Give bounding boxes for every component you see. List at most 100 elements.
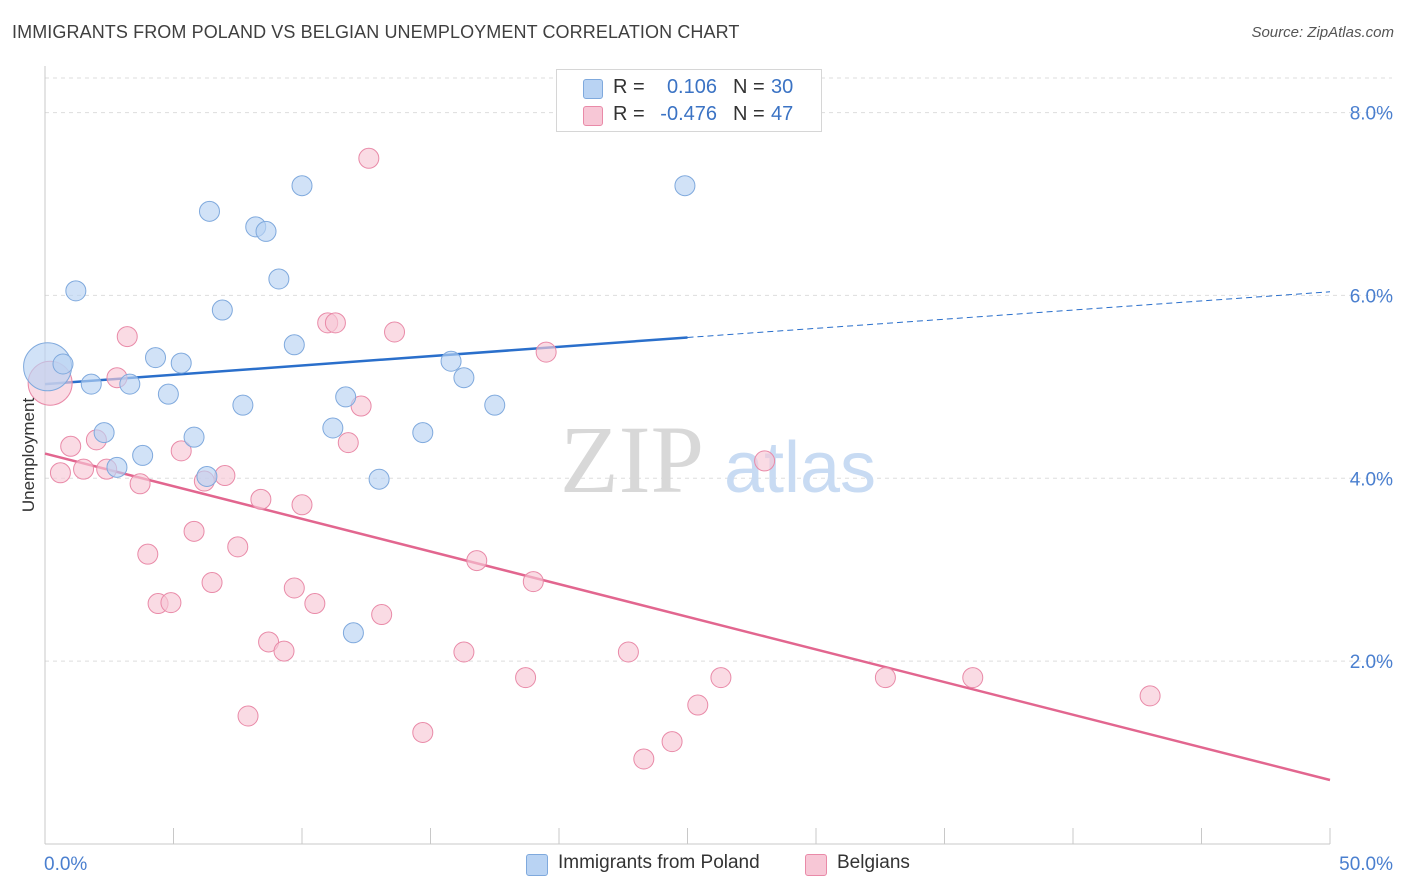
point-belgians: [358, 147, 380, 169]
point-poland: [412, 422, 434, 444]
point-poland: [170, 352, 192, 374]
point-poland: [106, 456, 128, 478]
point-belgians: [350, 395, 372, 417]
point-poland: [196, 465, 218, 487]
bottom-legend-label: Immigrants from Poland: [558, 852, 760, 873]
legend-n-value: 47: [771, 103, 794, 125]
point-belgians: [214, 465, 236, 487]
legend-r-value: 0.106: [666, 76, 717, 98]
point-belgians: [227, 536, 249, 558]
point-poland: [291, 175, 313, 197]
point-belgians: [754, 450, 776, 472]
point-belgians: [661, 731, 683, 753]
point-belgians: [60, 435, 82, 457]
point-poland: [368, 468, 390, 490]
point-belgians: [522, 571, 544, 593]
legend-row-poland: R = 0.106 N = 30: [557, 75, 821, 101]
point-poland: [119, 373, 141, 395]
point-belgians: [535, 341, 557, 363]
point-belgians: [273, 640, 295, 662]
point-poland: [198, 200, 220, 222]
bottom-legend-label: Belgians: [837, 852, 910, 873]
legend-r-value: -0.476: [660, 103, 717, 125]
legend-n-value: 30: [771, 76, 794, 98]
y-tick-label: 2.0%: [1350, 652, 1393, 673]
zipatlas-watermark: ZIP atlas: [560, 406, 876, 513]
point-belgians: [49, 462, 71, 484]
point-belgians: [412, 721, 434, 743]
tick-labels: 2.0% 4.0% 6.0% 8.0% 0.0% 50.0%: [44, 104, 1393, 875]
point-poland: [268, 268, 290, 290]
point-belgians: [291, 494, 313, 516]
point-belgians: [183, 520, 205, 542]
point-belgians: [371, 604, 393, 626]
bottom-legend-swatch-pink: [805, 854, 827, 876]
source-label: Source: ZipAtlas.com: [1251, 24, 1394, 41]
point-poland: [132, 444, 154, 466]
point-belgians: [515, 667, 537, 689]
point-belgians: [466, 550, 488, 572]
y-axis-label: Unemployment: [19, 398, 38, 513]
point-poland: [52, 353, 74, 375]
point-poland: [232, 394, 254, 416]
point-belgians: [160, 592, 182, 614]
y-tick-label: 6.0%: [1350, 286, 1393, 307]
legend-swatch-pink: [583, 106, 603, 126]
point-belgians: [283, 577, 305, 599]
point-belgians: [617, 641, 639, 663]
point-poland: [440, 350, 462, 372]
x-tick-label: 0.0%: [44, 854, 87, 875]
point-belgians: [129, 473, 151, 495]
point-poland: [453, 367, 475, 389]
bottom-legend-swatch-blue: [526, 854, 548, 876]
point-poland: [93, 422, 115, 444]
point-poland: [183, 426, 205, 448]
point-belgians: [250, 488, 272, 510]
legend-r-label: R =: [613, 76, 645, 98]
point-poland: [335, 386, 357, 408]
watermark-zip: ZIP: [560, 406, 704, 513]
point-belgians: [137, 543, 159, 565]
trend-line-poland-extension: [687, 291, 1331, 338]
point-belgians: [170, 440, 192, 462]
y-tick-label: 4.0%: [1350, 469, 1393, 490]
chart-title: IMMIGRANTS FROM POLAND VS BELGIAN UNEMPL…: [12, 22, 740, 42]
point-belgians: [633, 748, 655, 770]
legend-r-label: R =: [613, 103, 645, 125]
point-poland: [157, 383, 179, 405]
point-belgians: [337, 432, 359, 454]
point-poland: [80, 373, 102, 395]
point-poland: [65, 280, 87, 302]
x-tick-label: 50.0%: [1339, 854, 1393, 875]
watermark-atlas: atlas: [724, 428, 876, 508]
legend-swatch-blue: [583, 79, 603, 99]
y-tick-label: 8.0%: [1350, 104, 1393, 125]
point-poland: [283, 334, 305, 356]
point-belgians: [453, 641, 475, 663]
point-belgians: [116, 326, 138, 348]
point-poland: [674, 175, 696, 197]
legend-n-label: N =: [733, 76, 765, 98]
point-belgians: [73, 458, 95, 480]
legend-row-belgians: R = -0.476 N = 47: [557, 102, 821, 128]
point-poland: [322, 417, 344, 439]
point-belgians: [324, 312, 346, 334]
point-belgians: [1139, 685, 1161, 707]
point-belgians: [384, 321, 406, 343]
axes: [44, 66, 1331, 845]
point-poland: [145, 347, 167, 369]
point-poland: [211, 299, 233, 321]
point-belgians: [258, 631, 280, 653]
point-belgians: [237, 705, 259, 727]
point-belgians: [687, 694, 709, 716]
point-poland: [255, 220, 277, 242]
correlation-legend: R = 0.106 N = 30 R = -0.476 N = 47: [556, 69, 822, 132]
point-belgians: [874, 667, 896, 689]
point-belgians: [201, 572, 223, 594]
data-points: [23, 147, 1161, 770]
trend-line-poland: [44, 336, 688, 386]
point-poland: [484, 394, 506, 416]
point-belgians: [962, 667, 984, 689]
point-belgians: [304, 593, 326, 615]
